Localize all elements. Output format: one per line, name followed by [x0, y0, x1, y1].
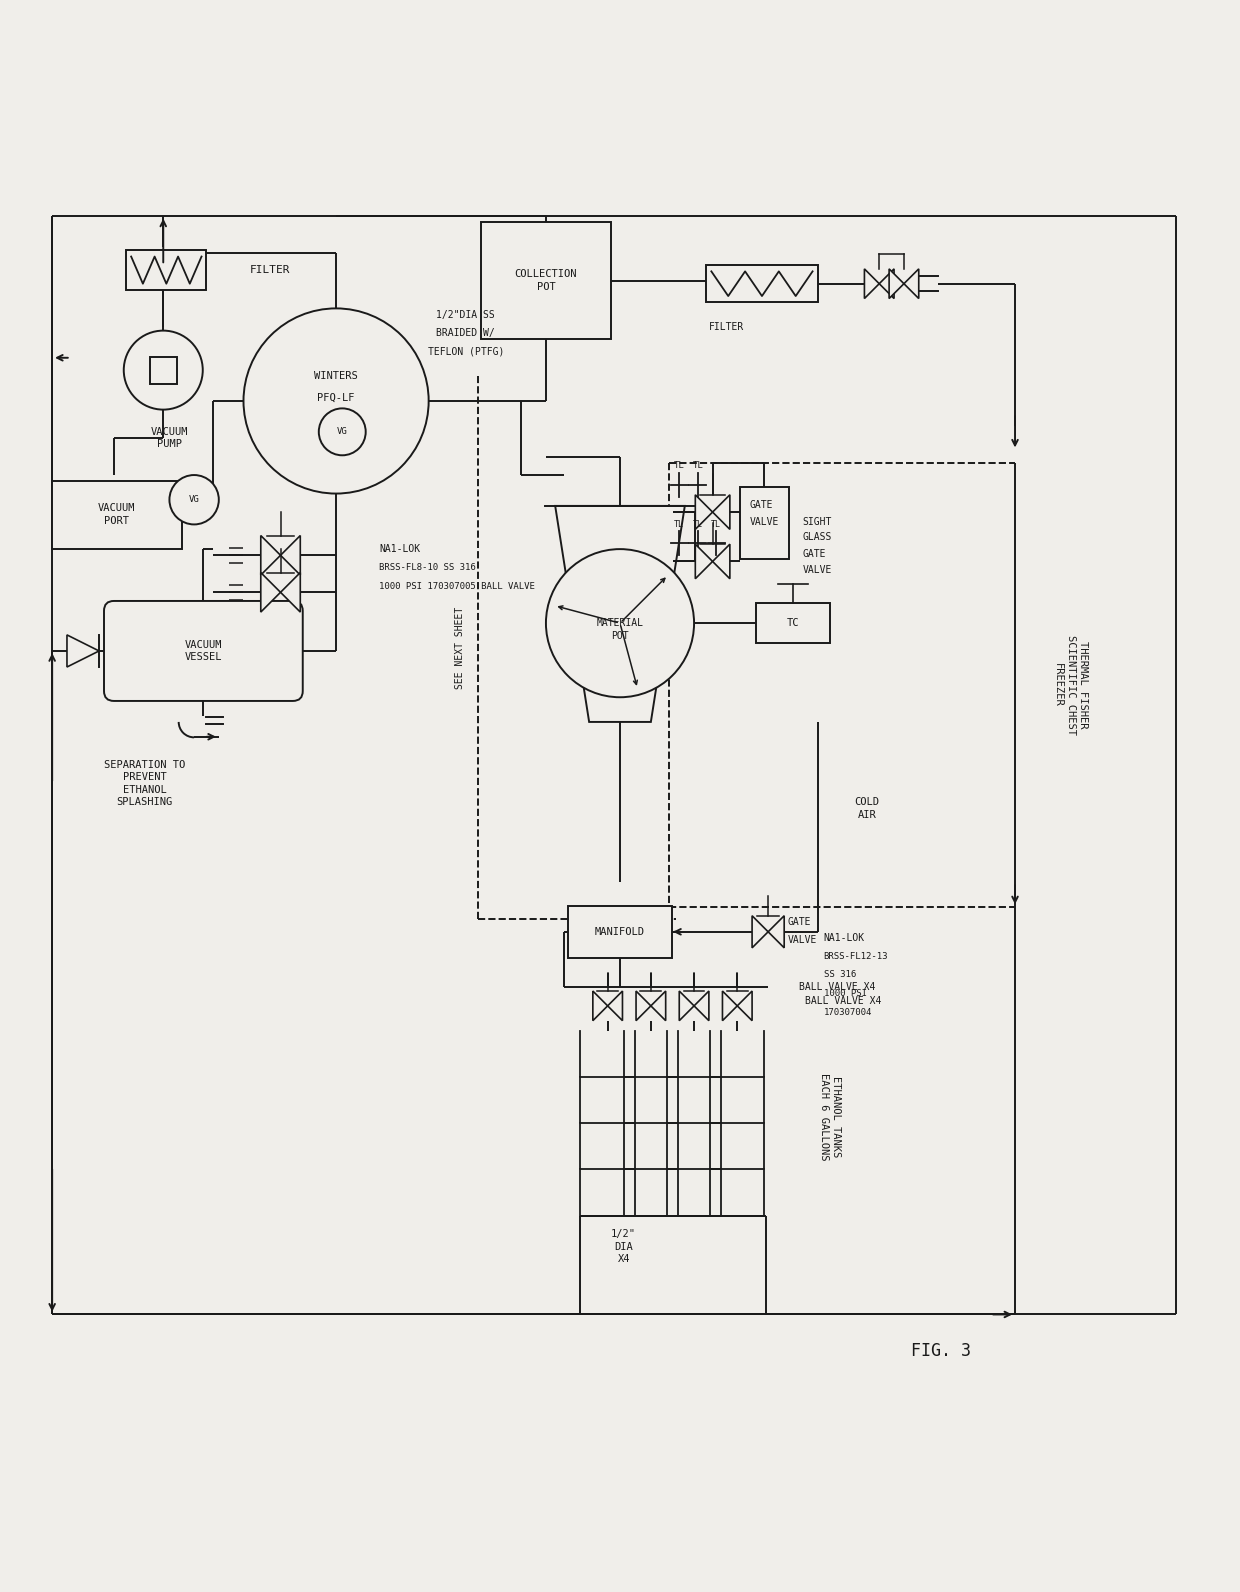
Text: SEPARATION TO
PREVENT
ETHANOL
SPLASHING: SEPARATION TO PREVENT ETHANOL SPLASHING — [104, 759, 185, 807]
Circle shape — [546, 549, 694, 697]
Polygon shape — [260, 535, 280, 575]
Polygon shape — [280, 573, 300, 611]
Text: GATE: GATE — [750, 500, 773, 509]
Text: VALVE: VALVE — [787, 936, 817, 946]
Text: COLLECTION
POT: COLLECTION POT — [515, 269, 577, 291]
Text: VG: VG — [337, 427, 347, 436]
Text: TEFLON (PTFG): TEFLON (PTFG) — [428, 347, 503, 357]
Text: SEE NEXT SHEET: SEE NEXT SHEET — [455, 607, 465, 689]
Text: 1000 PSI 170307005 BALL VALVE: 1000 PSI 170307005 BALL VALVE — [379, 581, 536, 591]
Bar — [756, 603, 830, 643]
Polygon shape — [738, 992, 753, 1020]
Polygon shape — [694, 992, 709, 1020]
Text: BRSS-FL12-13: BRSS-FL12-13 — [823, 952, 888, 962]
Text: TC: TC — [786, 618, 799, 629]
Polygon shape — [260, 573, 280, 611]
Text: PFQ-LF: PFQ-LF — [317, 392, 355, 403]
Text: TL: TL — [675, 521, 684, 529]
Text: WINTERS: WINTERS — [314, 371, 358, 382]
Polygon shape — [713, 495, 730, 530]
Polygon shape — [280, 535, 300, 575]
Text: TL: TL — [692, 460, 703, 470]
Text: 1/2"DIA SS: 1/2"DIA SS — [436, 309, 495, 320]
Text: BRAIDED W/: BRAIDED W/ — [436, 328, 495, 338]
Text: BALL VALVE X4: BALL VALVE X4 — [805, 997, 882, 1006]
Text: 170307004: 170307004 — [823, 1008, 872, 1017]
Text: 1/2"
DIA
X4: 1/2" DIA X4 — [611, 1229, 636, 1264]
Bar — [740, 487, 789, 559]
Circle shape — [243, 309, 429, 494]
Text: 1000 PSI: 1000 PSI — [823, 989, 867, 998]
Text: TL: TL — [712, 521, 722, 529]
Circle shape — [124, 331, 203, 409]
Polygon shape — [696, 495, 713, 530]
Bar — [150, 357, 177, 384]
Text: SIGHT: SIGHT — [802, 517, 832, 527]
Polygon shape — [67, 635, 99, 667]
Text: MATERIAL
POT: MATERIAL POT — [596, 618, 644, 640]
Polygon shape — [904, 269, 919, 299]
Polygon shape — [753, 915, 768, 947]
Circle shape — [170, 474, 218, 524]
Text: MANIFOLD: MANIFOLD — [595, 927, 645, 936]
Polygon shape — [680, 992, 694, 1020]
Text: TL: TL — [673, 460, 684, 470]
Text: VALVE: VALVE — [802, 565, 832, 575]
Polygon shape — [879, 269, 894, 299]
Polygon shape — [696, 544, 713, 579]
Text: VG: VG — [188, 495, 200, 505]
Polygon shape — [864, 269, 879, 299]
Text: FILTER: FILTER — [709, 322, 744, 331]
Text: SS 316: SS 316 — [823, 971, 856, 979]
Polygon shape — [636, 992, 651, 1020]
Circle shape — [319, 409, 366, 455]
Polygon shape — [889, 269, 904, 299]
Polygon shape — [556, 506, 684, 721]
Polygon shape — [713, 544, 730, 579]
Text: NA1-LOK: NA1-LOK — [823, 933, 864, 942]
Polygon shape — [651, 992, 666, 1020]
Text: GATE: GATE — [787, 917, 811, 927]
Text: FILTER: FILTER — [249, 266, 290, 275]
Polygon shape — [768, 915, 784, 947]
Bar — [52, 481, 182, 549]
Polygon shape — [608, 992, 622, 1020]
Polygon shape — [593, 992, 608, 1020]
Text: VALVE: VALVE — [750, 517, 779, 527]
Text: TL: TL — [693, 521, 703, 529]
Polygon shape — [723, 992, 738, 1020]
Text: VACUUM
PORT: VACUUM PORT — [98, 503, 135, 525]
Text: COLD
AIR: COLD AIR — [854, 798, 879, 820]
Bar — [481, 221, 611, 339]
Text: BALL VALVE X4: BALL VALVE X4 — [799, 982, 875, 992]
Bar — [707, 266, 817, 302]
Text: GATE: GATE — [802, 549, 826, 559]
Text: GLASS: GLASS — [802, 532, 832, 541]
Text: ETHANOL TANKS
EACH 6 GALLONS: ETHANOL TANKS EACH 6 GALLONS — [818, 1073, 841, 1161]
Text: THERMAL FISHER
SCIENTIFIC CHEST
FREEZER: THERMAL FISHER SCIENTIFIC CHEST FREEZER — [1053, 635, 1087, 736]
Text: NA1-LOK: NA1-LOK — [379, 544, 420, 554]
Text: FIG. 3: FIG. 3 — [911, 1342, 971, 1361]
Bar — [126, 250, 207, 290]
Text: VACUUM
PUMP: VACUUM PUMP — [151, 427, 188, 449]
Bar — [568, 906, 672, 958]
FancyBboxPatch shape — [104, 600, 303, 700]
Text: VACUUM
VESSEL: VACUUM VESSEL — [185, 640, 222, 662]
Text: BRSS-FL8-10 SS 316: BRSS-FL8-10 SS 316 — [379, 564, 476, 572]
